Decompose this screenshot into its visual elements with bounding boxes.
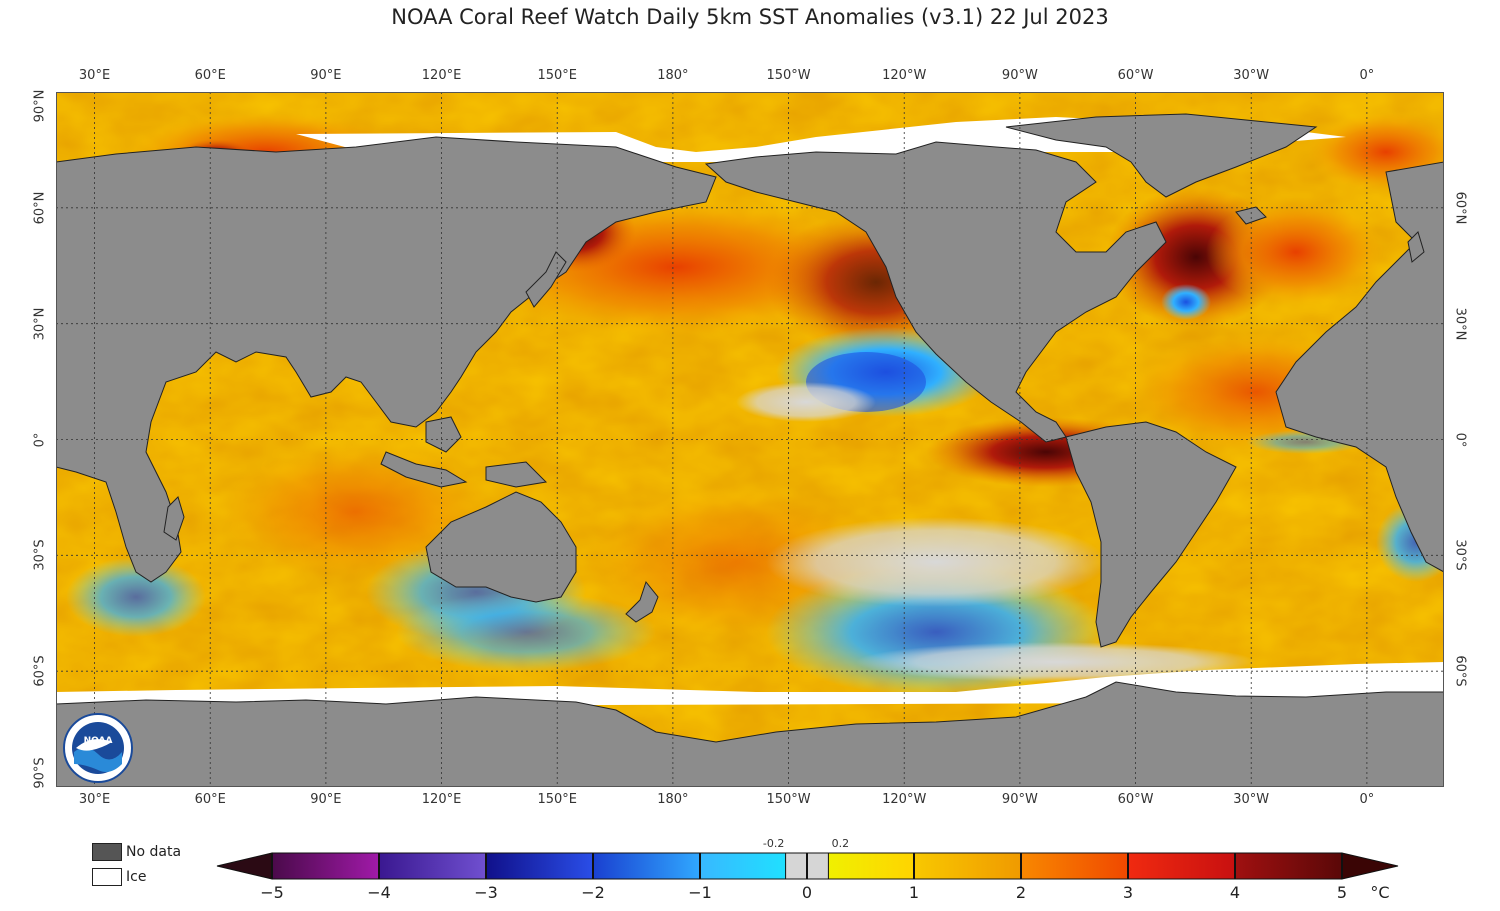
japan (525, 251, 567, 308)
iceland (1235, 206, 1267, 225)
sst-anomaly-map (55, 92, 1466, 788)
lon-tick-label-bottom: 0° (1359, 792, 1375, 807)
lon-tick-label-bottom: 120°W (882, 792, 927, 807)
colorbar-tick-label: 0 (802, 883, 812, 902)
map-border (56, 92, 1444, 787)
lon-tick-label-top: 120°E (421, 68, 462, 83)
lon-tick-label-bottom: 30°W (1233, 792, 1270, 807)
lon-tick-label-bottom: 90°W (1001, 792, 1038, 807)
lat-tick-label-right: 60°S (1452, 655, 1468, 687)
colorbar-tick-label: 2 (1016, 883, 1026, 902)
colorbar-tick-label: −3 (474, 883, 498, 902)
lon-tick-label-bottom: 150°E (537, 792, 577, 807)
lat-tick-label-right: 30°S (1452, 539, 1468, 571)
lon-tick-label-top: 120°W (882, 68, 927, 83)
greenland (1005, 113, 1318, 198)
lat-tick-label-right: 0° (1452, 432, 1468, 447)
south-america (1065, 421, 1237, 648)
lon-tick-label-top: 180° (657, 68, 689, 83)
lon-tick-label-top: 0° (1359, 68, 1375, 83)
lon-tick-label-bottom: 90°E (310, 792, 342, 807)
colorbar-tick-label: 4 (1230, 883, 1240, 902)
lon-tick-label-bottom: 120°E (421, 792, 462, 807)
legend-ice: Ice (92, 868, 146, 886)
ice-swatch (92, 868, 122, 886)
north-america (704, 141, 1167, 443)
noaa-logo-icon: NOAA (63, 713, 133, 783)
british-isles (1407, 231, 1425, 263)
colorbar-segment (272, 853, 379, 879)
madagascar (163, 496, 185, 541)
lon-tick-label-top: 150°W (766, 68, 811, 83)
legend-no-data: No data (92, 843, 181, 861)
colorbar-segment (828, 853, 914, 879)
noaa-logo: NOAA (62, 712, 134, 784)
map-canvas (55, 92, 1466, 788)
lat-tick-label-left: 0° (32, 432, 48, 447)
colorbar-tick-label: 1 (909, 883, 919, 902)
colorbar-near-zero-label: 0.2 (832, 837, 850, 850)
eurasia-africa (55, 136, 717, 583)
lon-tick-label-top: 60°W (1117, 68, 1154, 83)
no-data-label: No data (126, 844, 182, 860)
antarctica (55, 681, 1445, 788)
new-zealand (625, 580, 659, 623)
colorbar-tick-label: −4 (367, 883, 391, 902)
lon-tick-label-bottom: 150°W (766, 792, 811, 807)
lon-tick-label-bottom: 60°W (1117, 792, 1154, 807)
colorbar-segment (914, 853, 1021, 879)
lon-tick-label-bottom: 180° (657, 792, 689, 807)
lat-tick-label-left: 60°S (32, 655, 48, 687)
lat-tick-label-left: 60°N (32, 191, 48, 225)
anomaly-patches (66, 112, 1466, 697)
indonesia (380, 451, 468, 488)
colorbar-segment (700, 853, 786, 879)
lon-tick-label-top: 90°E (310, 68, 342, 83)
europe-africa-east (1275, 161, 1445, 573)
lat-tick-label-left: 30°N (32, 307, 48, 341)
noaa-logo-text: NOAA (84, 736, 113, 746)
colorbar-tick-label: 3 (1123, 883, 1133, 902)
colorbar-min-extension (216, 852, 273, 880)
colorbar-tick-label: −5 (260, 883, 284, 902)
new-guinea (485, 461, 548, 488)
colorbar-segment (1021, 853, 1128, 879)
colorbar-near-zero-label: -0.2 (763, 837, 784, 850)
sst-anomaly-colorbar: −5 −4 −3 −2 −1 0 1 2 3 4 5 -0.2 0.2 °C (215, 836, 1400, 906)
colorbar-segment (486, 853, 593, 879)
colorbar-tick-label: 5 (1337, 883, 1347, 902)
lon-tick-label-top: 30°W (1233, 68, 1270, 83)
colorbar-canvas: −5 −4 −3 −2 −1 0 1 2 3 4 5 -0.2 0.2 °C (216, 837, 1399, 902)
land-masses (55, 113, 1445, 648)
lon-tick-label-bottom: 60°E (194, 792, 226, 807)
lat-tick-label-right: 60°N (1452, 191, 1468, 225)
lon-tick-label-top: 30°E (78, 68, 111, 83)
colorbar-unit: °C (1370, 883, 1389, 902)
ice-label: Ice (126, 869, 147, 885)
colorbar-segment (379, 853, 486, 879)
lat-tick-label-left: 30°S (32, 539, 48, 571)
lat-tick-label-left: 90°N (32, 89, 48, 123)
lon-tick-label-top: 150°E (537, 68, 577, 83)
borneo (425, 416, 462, 453)
lat-tick-label-right: 30°N (1452, 307, 1468, 341)
lon-tick-label-top: 90°W (1001, 68, 1038, 83)
colorbar-max-extension (1341, 852, 1399, 880)
no-data-swatch (92, 843, 122, 861)
lon-tick-label-bottom: 30°E (78, 792, 111, 807)
colorbar-segment (1235, 853, 1342, 879)
lat-tick-label-left: 90°S (32, 757, 48, 789)
lon-tick-label-top: 60°E (194, 68, 226, 83)
colorbar-segment (593, 853, 700, 879)
map-title: NOAA Coral Reef Watch Daily 5km SST Anom… (391, 5, 1109, 29)
colorbar-tick-label: −1 (688, 883, 712, 902)
colorbar-segment (1128, 853, 1235, 879)
australia (425, 491, 577, 603)
colorbar-tick-label: −2 (581, 883, 605, 902)
graticule (56, 92, 1444, 787)
